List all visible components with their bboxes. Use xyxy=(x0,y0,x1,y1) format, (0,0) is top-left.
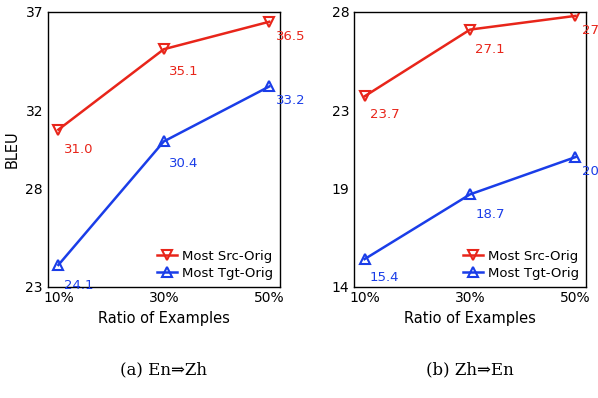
Most Tgt-Orig xyxy=(572,155,579,160)
Text: 18.7: 18.7 xyxy=(475,208,505,221)
Line: Most Tgt-Orig: Most Tgt-Orig xyxy=(54,82,274,270)
Text: 30.4: 30.4 xyxy=(169,157,199,170)
Legend: Most Src-Orig, Most Tgt-Orig: Most Src-Orig, Most Tgt-Orig xyxy=(157,250,273,280)
X-axis label: Ratio of Examples: Ratio of Examples xyxy=(98,311,230,326)
Most Src-Orig xyxy=(55,127,62,132)
Most Tgt-Orig xyxy=(55,263,62,267)
Legend: Most Src-Orig, Most Tgt-Orig: Most Src-Orig, Most Tgt-Orig xyxy=(463,250,579,280)
Most Src-Orig xyxy=(361,94,368,99)
Text: 23.7: 23.7 xyxy=(370,108,399,121)
Text: 35.1: 35.1 xyxy=(169,65,199,78)
X-axis label: Ratio of Examples: Ratio of Examples xyxy=(404,311,536,326)
Text: 27.8: 27.8 xyxy=(582,24,598,37)
Most Tgt-Orig xyxy=(466,192,474,197)
Text: 31.0: 31.0 xyxy=(63,143,93,156)
Most Tgt-Orig xyxy=(361,257,368,261)
Text: (b) Zh⇒En: (b) Zh⇒En xyxy=(426,362,514,378)
Text: (a) En⇒Zh: (a) En⇒Zh xyxy=(120,362,208,378)
Most Tgt-Orig xyxy=(266,84,273,89)
Text: 24.1: 24.1 xyxy=(63,279,93,292)
Most Src-Orig xyxy=(466,27,474,32)
Most Tgt-Orig xyxy=(160,139,167,144)
Most Src-Orig xyxy=(160,47,167,52)
Text: 33.2: 33.2 xyxy=(276,94,305,107)
Text: 20.6: 20.6 xyxy=(582,165,598,178)
Text: 27.1: 27.1 xyxy=(475,43,505,57)
Line: Most Src-Orig: Most Src-Orig xyxy=(360,11,580,101)
Text: 36.5: 36.5 xyxy=(276,29,305,43)
Text: 15.4: 15.4 xyxy=(370,271,399,284)
Most Src-Orig xyxy=(266,20,273,24)
Line: Most Tgt-Orig: Most Tgt-Orig xyxy=(360,152,580,264)
Most Src-Orig xyxy=(572,14,579,18)
Line: Most Src-Orig: Most Src-Orig xyxy=(54,17,274,135)
Y-axis label: BLEU: BLEU xyxy=(5,131,20,168)
